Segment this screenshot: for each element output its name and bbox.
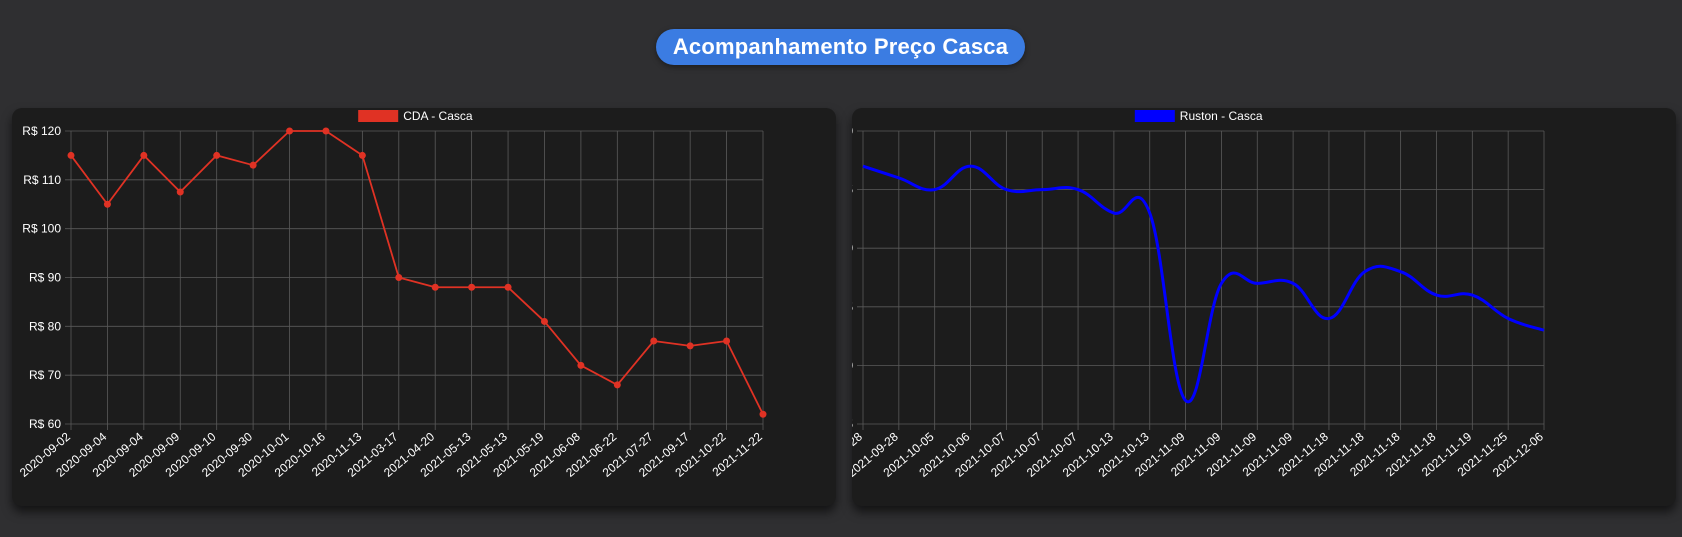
data-point[interactable]: [395, 274, 403, 281]
data-point[interactable]: [322, 127, 330, 135]
data-point[interactable]: [140, 151, 148, 159]
y-tick-label: R$ 70: [852, 241, 853, 255]
data-point[interactable]: [577, 361, 585, 369]
data-point[interactable]: [103, 200, 111, 208]
chart-panel-ruston: Ruston - Casca R$ 55 R$ 60 R$ 65 R$ 70 R$ 75 R…: [852, 108, 1676, 506]
legend-label[interactable]: Ruston - Casca: [1180, 109, 1263, 123]
y-tick-label: R$ 70: [29, 368, 61, 382]
y-tick-label: R$ 110: [23, 173, 61, 187]
data-point[interactable]: [176, 188, 184, 196]
legend-swatch[interactable]: [1134, 110, 1175, 122]
data-point[interactable]: [504, 283, 512, 291]
y-tick-label: R$ 60: [29, 417, 61, 431]
data-point[interactable]: [249, 161, 257, 169]
grid: [857, 130, 1545, 430]
data-point[interactable]: [358, 151, 366, 159]
y-tick-label: R$ 55: [852, 417, 853, 431]
y-tick-label: R$ 100: [22, 222, 61, 236]
chart-ruston: Ruston - Casca R$ 55 R$ 60 R$ 65 R$ 70 R$ 75 R…: [852, 109, 1546, 480]
data-point[interactable]: [540, 317, 548, 325]
series-line: [70, 130, 764, 415]
chart-panel-cda: CDA - Casca R$ 60 R$ 70 R$ 80 R$ 90 R$ 100 R$ …: [12, 108, 836, 506]
legend-swatch[interactable]: [358, 110, 399, 122]
data-point[interactable]: [286, 127, 294, 135]
y-tick-label: R$ 75: [852, 183, 853, 197]
grid: [65, 130, 764, 430]
data-point[interactable]: [759, 410, 767, 418]
data-point[interactable]: [468, 283, 476, 291]
y-tick-label: R$ 65: [852, 300, 853, 314]
data-point[interactable]: [213, 151, 221, 159]
data-point[interactable]: [431, 283, 439, 291]
data-point[interactable]: [650, 337, 658, 345]
series-line: [862, 164, 1545, 404]
y-tick-label: R$ 90: [29, 271, 61, 285]
data-point[interactable]: [686, 342, 694, 350]
data-point[interactable]: [67, 151, 75, 159]
y-tick-label: R$ 60: [852, 358, 853, 372]
legend-label[interactable]: CDA - Casca: [403, 109, 473, 123]
page-title: Acompanhamento Preço Casca: [656, 29, 1025, 65]
data-point[interactable]: [613, 381, 621, 389]
data-point[interactable]: [723, 337, 731, 345]
y-tick-label: R$ 80: [852, 124, 853, 138]
y-tick-label: R$ 120: [22, 124, 61, 138]
chart-cda: CDA - Casca R$ 60 R$ 70 R$ 80 R$ 90 R$ 100 R$ …: [17, 109, 767, 480]
y-tick-label: R$ 80: [29, 319, 61, 333]
